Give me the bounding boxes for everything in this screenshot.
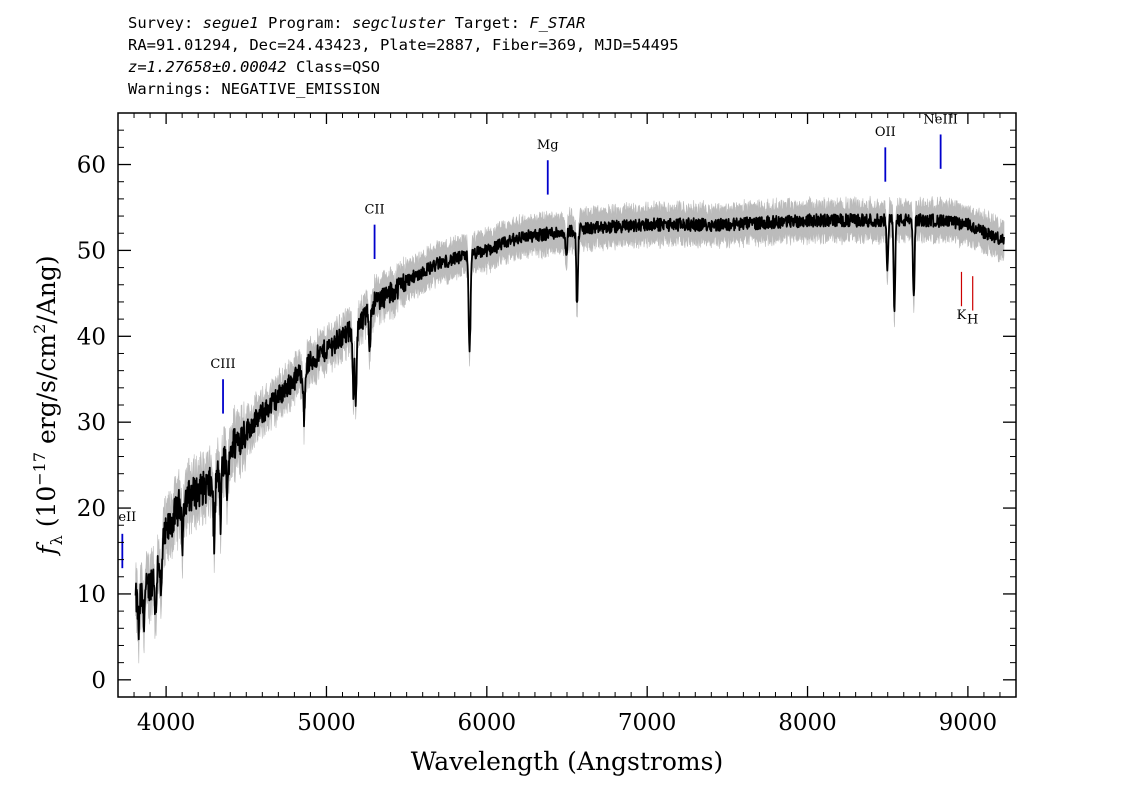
y-axis-title: fλ (10−17 erg/s/cm2/Ang): [30, 255, 66, 556]
y-tick-label: 60: [77, 153, 106, 179]
header-line-survey: Survey: segue1 Program: segcluster Targe…: [128, 12, 679, 34]
x-axis-title: Wavelength (Angstroms): [411, 747, 723, 776]
spectrum-header: Survey: segue1 Program: segcluster Targe…: [128, 12, 679, 100]
flux-error-band: [135, 195, 1005, 664]
x-tick-label: 5000: [297, 710, 356, 736]
y-tick-label: 40: [77, 324, 106, 350]
y-axis-title-pre: (10: [32, 486, 61, 536]
target-value: F_STAR: [529, 14, 586, 32]
absorption-line-label: H: [967, 312, 978, 327]
y-tick-label: 30: [77, 410, 106, 436]
axis-ticks: 4000 5000 6000 7000 8000 9000 0 10 20 30 40 50 60: [77, 112, 1017, 736]
error-band-layer: [135, 195, 1005, 664]
y-axis-title-post: /Ang): [32, 255, 61, 323]
y-tick-label: 10: [77, 582, 106, 608]
y-tick-label: 20: [77, 496, 106, 522]
x-tick-label: 7000: [618, 710, 677, 736]
emission-line-label: CII: [364, 202, 384, 217]
program-value: segcluster: [351, 14, 446, 32]
flux-line: [134, 213, 1005, 641]
emission-line-label: NeIII: [923, 112, 957, 127]
y-tick-label: 0: [91, 668, 106, 694]
absorption-line-label: K: [957, 308, 967, 323]
redshift-value: z=1.27658±0.00042: [128, 58, 287, 76]
x-tick-label: 8000: [778, 710, 837, 736]
emission-line-label: Mg: [537, 138, 559, 153]
y-axis-title-sub: λ: [47, 535, 66, 545]
emission-line-label: CIII: [210, 357, 235, 372]
y-axis-title-exp: −17: [30, 452, 49, 486]
header-line-warnings: Warnings: NEGATIVE_EMISSION: [128, 80, 380, 98]
header-line-redshift: z=1.27658±0.00042 Class=QSO: [128, 56, 679, 78]
spectral-line-markers: eII CIII CII Mg OII NeIII K H: [118, 112, 978, 569]
x-tick-label: 9000: [939, 710, 998, 736]
plot-frame: [117, 112, 1017, 698]
emission-line-label: OII: [875, 125, 896, 140]
target-label: Target:: [445, 14, 530, 32]
survey-value: segue1: [202, 14, 259, 32]
y-tick-label: 50: [77, 238, 106, 264]
y-axis-title-f: f: [32, 542, 61, 557]
program-label: Program:: [258, 14, 352, 32]
emission-line-label: eII: [118, 510, 136, 525]
header-line-coordinates: RA=91.01294, Dec=24.43423, Plate=2887, F…: [128, 36, 679, 54]
flux-layer: [134, 213, 1005, 641]
x-tick-label: 4000: [137, 710, 196, 736]
y-axis-title-exp2: 2: [30, 324, 49, 334]
x-tick-label: 6000: [458, 710, 517, 736]
y-axis-title-mid: erg/s/cm: [32, 334, 61, 452]
survey-label: Survey:: [128, 14, 203, 32]
class-value: Class=QSO: [286, 58, 380, 76]
